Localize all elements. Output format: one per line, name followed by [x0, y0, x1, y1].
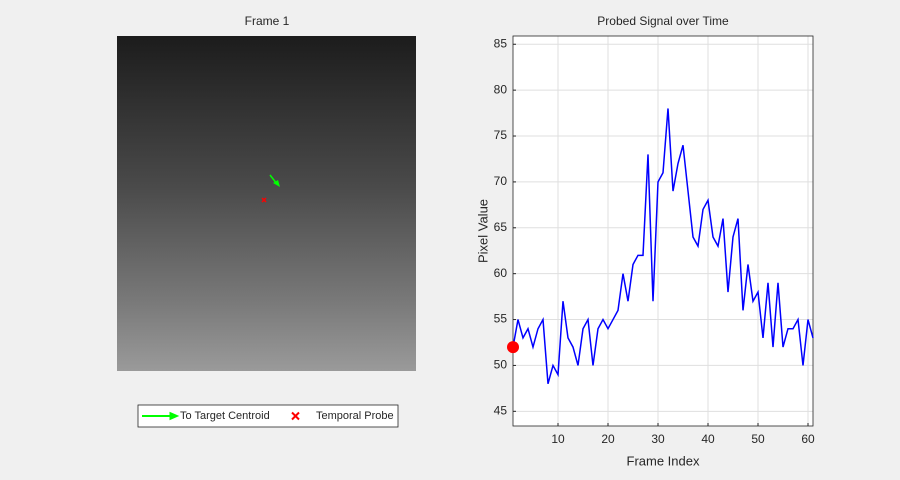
x-tick-label: 60 — [801, 432, 815, 446]
x-tick-label: 20 — [601, 432, 615, 446]
x-tick-label: 30 — [651, 432, 665, 446]
probe-mark — [261, 197, 267, 203]
y-tick-label: 45 — [494, 403, 508, 417]
plot-area — [513, 36, 813, 426]
x-tick-label: 10 — [551, 432, 565, 446]
y-axis-label: Pixel Value — [475, 199, 490, 263]
x-tick-label: 50 — [751, 432, 765, 446]
legend-box — [137, 404, 399, 428]
x-tick-label: 40 — [701, 432, 715, 446]
y-tick-label: 70 — [494, 174, 508, 188]
signal-line — [512, 108, 814, 384]
y-tick-label: 60 — [494, 266, 508, 280]
arrow-head — [273, 180, 280, 187]
legend-x — [291, 411, 300, 421]
chart-title: Probed Signal over Time — [597, 14, 729, 28]
y-tick-label: 80 — [494, 82, 508, 96]
y-tick-label: 75 — [494, 128, 508, 142]
axes-box — [512, 35, 814, 427]
legend-label: Temporal Probe — [316, 410, 394, 422]
y-tick-label: 85 — [494, 36, 508, 50]
frame-image — [117, 36, 416, 371]
image-title: Frame 1 — [245, 14, 290, 28]
legend-label: To Target Centroid — [180, 410, 270, 422]
y-tick-label: 65 — [494, 220, 508, 234]
probe-point — [507, 341, 519, 354]
legend-arrow-head — [169, 411, 180, 421]
x-axis-label: Frame Index — [627, 453, 700, 468]
y-tick-label: 55 — [494, 312, 508, 326]
y-tick-label: 50 — [494, 358, 508, 372]
